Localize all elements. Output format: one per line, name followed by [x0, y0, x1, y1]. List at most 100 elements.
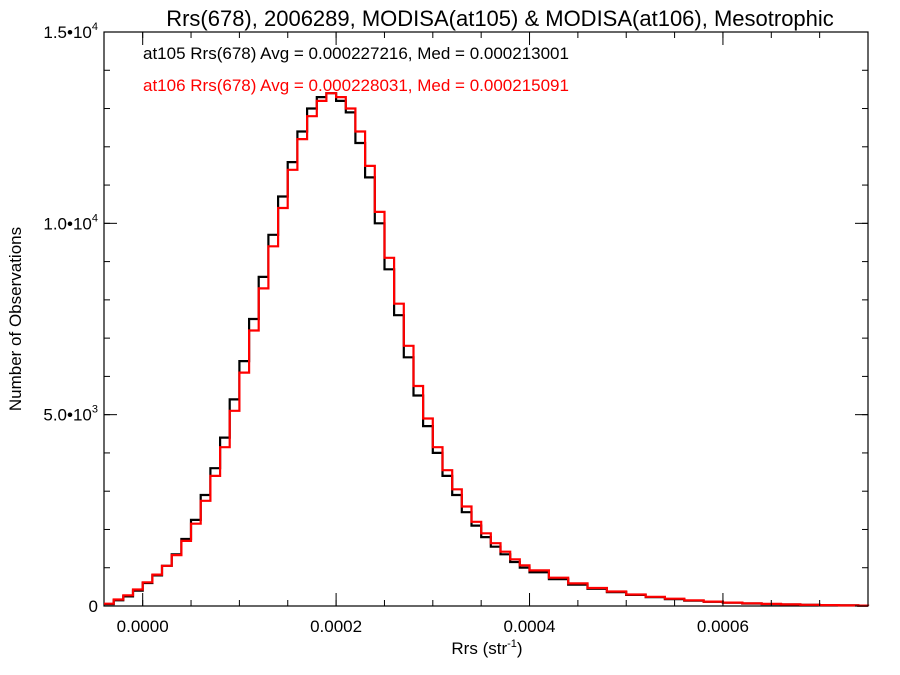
series-0-bin-7 — [172, 554, 182, 606]
series-1-bin-15 — [249, 331, 259, 607]
series-0-bin-36 — [452, 495, 462, 606]
series-0-bin-48 — [607, 592, 626, 606]
series-0-bin-27 — [365, 177, 375, 606]
series-0-bin-50 — [646, 597, 665, 606]
series-1-bin-22 — [317, 101, 327, 606]
series-0-bin-18 — [278, 197, 288, 607]
series-0-bin-45 — [549, 579, 568, 606]
series-1-bin-27 — [365, 166, 375, 606]
series-0-bin-28 — [375, 223, 385, 606]
series-1-bin-18 — [278, 208, 288, 606]
series-1-bin-35 — [443, 470, 453, 606]
y-axis-label: Number of Observations — [6, 227, 25, 411]
series-0-bin-47 — [588, 589, 607, 606]
series-1-bin-26 — [355, 132, 365, 607]
series-1-bin-36 — [452, 489, 462, 606]
y-tick-label: 0 — [89, 597, 98, 616]
plot-frame — [103, 31, 869, 607]
x-axis-label-tail: ) — [517, 639, 523, 658]
series-0-bin-24 — [336, 101, 346, 606]
series-1-bin-42 — [510, 559, 520, 606]
series-1-bin-17 — [268, 246, 278, 606]
series-0-bin-39 — [481, 537, 491, 606]
series-layer — [104, 92, 870, 607]
series-1-bin-24 — [336, 97, 346, 606]
series-1-bin-14 — [239, 373, 249, 606]
series-0-bin-29 — [385, 269, 395, 606]
y-tick-label: 1.5•104 — [43, 21, 98, 42]
series-0-bin-23 — [326, 93, 336, 606]
y-tick-label-exp: 4 — [92, 212, 98, 224]
series-1-bin-28 — [375, 212, 385, 606]
series-1-bin-49 — [626, 595, 645, 607]
series-0-bin-30 — [394, 315, 404, 606]
series-1-bin-31 — [404, 346, 414, 606]
series-0-bin-44 — [530, 572, 549, 606]
y-tick-label: 5.0•103 — [43, 404, 98, 425]
y-tick-label-base: 1.5•10 — [43, 23, 92, 42]
series-1-bin-30 — [394, 304, 404, 606]
series-1-bin-47 — [588, 588, 607, 606]
series-0-bin-41 — [501, 554, 511, 606]
series-1-bin-13 — [230, 411, 240, 606]
series-1-bin-34 — [433, 447, 443, 606]
series-0-bin-9 — [191, 520, 201, 606]
series-0-bin-8 — [181, 539, 191, 606]
x-tick-label: 0.0004 — [504, 617, 556, 636]
series-0-bin-22 — [317, 97, 327, 606]
series-0-bin-35 — [443, 476, 453, 606]
y-tick-label-exp: 3 — [92, 404, 98, 416]
series-0-bin-2 — [123, 596, 133, 606]
series-0-bin-25 — [346, 112, 356, 606]
series-1-bin-44 — [530, 570, 549, 606]
series-0 — [104, 92, 870, 607]
series-0-bin-19 — [288, 162, 298, 606]
series-1-bin-43 — [520, 565, 530, 606]
series-1-bin-19 — [288, 170, 298, 606]
series-1-bin-25 — [346, 109, 356, 607]
series-1-bin-37 — [462, 507, 472, 607]
series-1-bin-6 — [162, 566, 172, 606]
series-0-bin-14 — [239, 361, 249, 606]
series-1-bin-29 — [385, 258, 395, 606]
annotation-at105: at105 Rrs(678) Avg = 0.000227216, Med = … — [143, 44, 569, 63]
series-0-bin-34 — [433, 453, 443, 606]
x-axis-label-sup: -1 — [507, 638, 517, 650]
y-tick-label-base: 1.0•10 — [43, 214, 92, 233]
series-1-bin-21 — [307, 116, 317, 606]
series-0-bin-10 — [201, 495, 211, 606]
series-1-bin-23 — [326, 93, 336, 606]
annotation-at106: at106 Rrs(678) Avg = 0.000228031, Med = … — [143, 76, 569, 95]
series-0-bin-37 — [462, 512, 472, 606]
x-axis-label-base: Rrs (str — [451, 639, 507, 658]
series-1-bin-4 — [143, 582, 153, 606]
series-0-bin-26 — [355, 143, 365, 606]
series-1-bin-20 — [297, 139, 307, 606]
series-0-bin-40 — [491, 547, 501, 606]
series-0-bin-42 — [510, 562, 520, 606]
series-1-bin-40 — [491, 543, 501, 606]
series-0-bin-17 — [268, 235, 278, 606]
series-1-bin-48 — [607, 592, 626, 607]
y-tick-label-exp: 4 — [92, 21, 98, 33]
series-0-bin-31 — [404, 357, 414, 606]
x-axis-label: Rrs (str-1) — [451, 638, 522, 658]
series-1-bin-32 — [414, 386, 424, 606]
series-1-bin-5 — [152, 575, 162, 606]
series-1-bin-8 — [181, 541, 191, 606]
series-0-bin-13 — [230, 399, 240, 606]
x-tick-label: 0.0000 — [117, 617, 169, 636]
series-1 — [104, 92, 870, 607]
series-0-bin-32 — [414, 396, 424, 607]
y-tick-label-base: 5.0•10 — [43, 406, 92, 425]
x-tick-label: 0.0002 — [310, 617, 362, 636]
y-tick-label-base: 0 — [89, 597, 98, 616]
series-0-bin-49 — [626, 595, 645, 606]
series-1-bin-38 — [472, 522, 482, 606]
series-0-bin-43 — [520, 568, 530, 606]
series-0-bin-15 — [249, 319, 259, 606]
series-0-bin-12 — [220, 438, 230, 606]
series-0-bin-5 — [152, 575, 162, 606]
series-1-bin-10 — [201, 501, 211, 606]
